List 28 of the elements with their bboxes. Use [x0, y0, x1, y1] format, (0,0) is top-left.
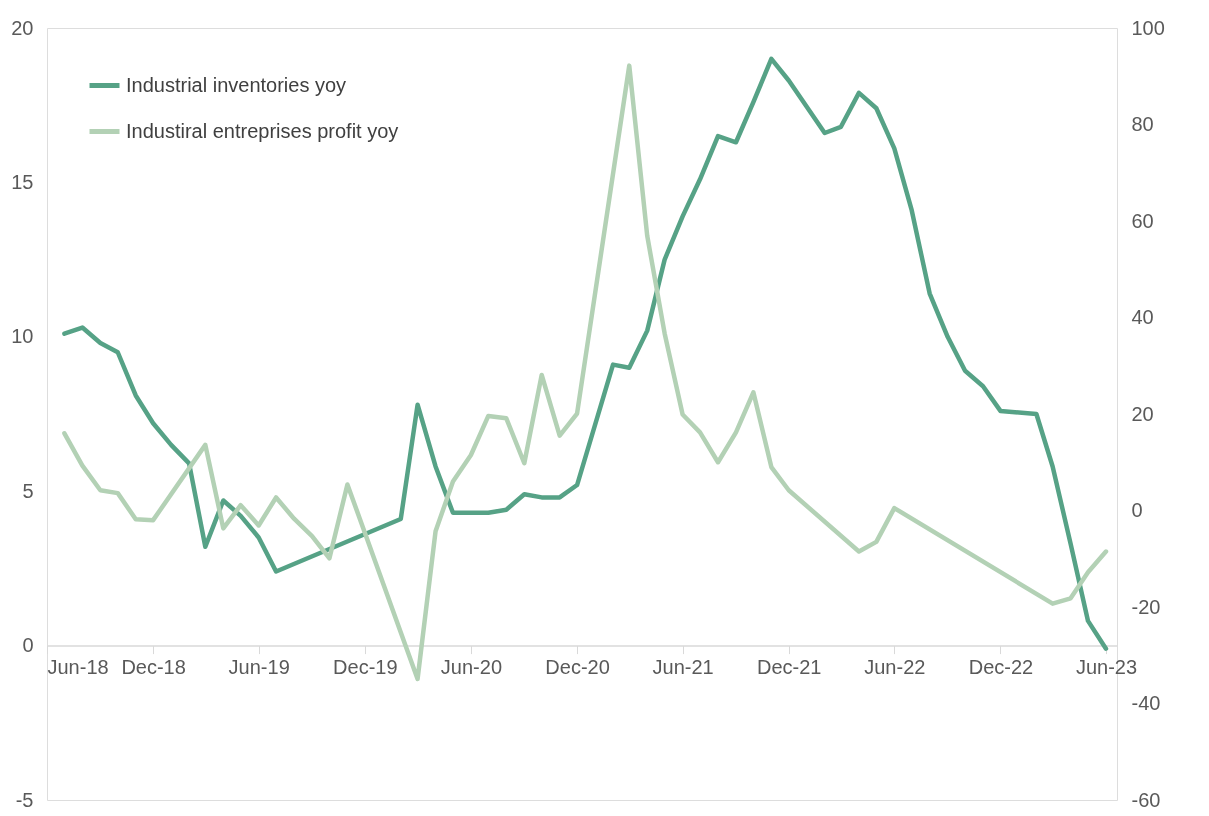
y-tick-label: 10: [11, 325, 34, 348]
y-tick-label: -5: [15, 788, 34, 811]
y2-tick-label: -20: [1131, 595, 1161, 618]
x-tick-label: Jun-20: [440, 656, 503, 679]
y2-tick-label: 0: [1131, 499, 1143, 521]
x-tick-label: Dec-20: [545, 656, 610, 679]
x-tick-label: Jun-23: [1075, 656, 1138, 679]
y2-tick-label: -40: [1131, 692, 1161, 714]
x-tick-label: Jun-19: [228, 656, 290, 679]
legend-label: Industrial inventories yoy: [126, 73, 347, 96]
x-tick-label: Jun-18: [47, 656, 109, 679]
y-tick-label: 20: [11, 16, 34, 39]
y2-tick-label: 20: [1131, 402, 1154, 425]
x-tick-label: Jun-21: [652, 656, 714, 679]
y-tick-label: 15: [11, 170, 34, 193]
legend-label: Industiral entreprises profit yoy: [126, 119, 399, 142]
y2-tick-label: 60: [1131, 209, 1154, 232]
x-tick-label: Dec-22: [968, 656, 1034, 679]
y-tick-label: 0: [22, 634, 34, 657]
x-tick-label: Dec-19: [333, 656, 398, 679]
y2-tick-label: 40: [1131, 306, 1154, 328]
y-tick-label: 5: [22, 479, 34, 502]
x-tick-label: Jun-22: [864, 656, 926, 679]
y2-tick-label: 80: [1131, 113, 1154, 135]
x-tick-label: Dec-18: [121, 656, 186, 679]
y2-tick-label: -60: [1131, 788, 1161, 811]
y2-tick-label: 100: [1131, 16, 1165, 39]
x-tick-label: Dec-21: [757, 656, 822, 679]
